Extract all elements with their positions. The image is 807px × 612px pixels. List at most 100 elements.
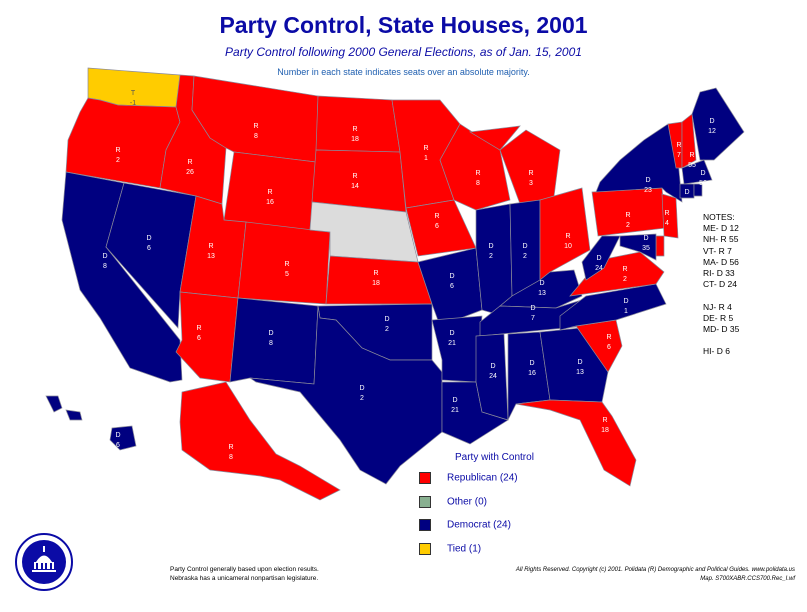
state-label-nd-seats: 18 bbox=[351, 136, 359, 143]
state-ri bbox=[693, 183, 703, 197]
state-tx bbox=[249, 305, 443, 485]
legend-item: Tied (1) bbox=[419, 543, 481, 555]
state-label-ca-seats: 8 bbox=[103, 263, 107, 270]
state-label-ar-party: D bbox=[449, 330, 454, 337]
state-label-sc-seats: 6 bbox=[607, 344, 611, 351]
note-line: MD- D 35 bbox=[703, 324, 740, 335]
state-label-ga-party: D bbox=[577, 359, 582, 366]
legend-title: Party with Control bbox=[455, 452, 534, 463]
state-label-wv-party: D bbox=[596, 255, 601, 262]
state-nc bbox=[559, 283, 667, 331]
state-label-oh-seats: 10 bbox=[564, 243, 572, 250]
state-label-ma-party: D bbox=[700, 170, 705, 177]
copyright-line: Map. S700XABR.CCS700.Rec_I.wf bbox=[700, 575, 795, 582]
note-line: DE- R 5 bbox=[703, 312, 734, 323]
state-label-ak-seats: 8 bbox=[229, 454, 233, 461]
state-ia bbox=[405, 199, 477, 257]
state-label-mn-party: R bbox=[423, 145, 428, 152]
state-label-ny-party: D bbox=[645, 177, 650, 184]
note-line: RI- D 33 bbox=[703, 268, 735, 279]
note-line: CT- D 24 bbox=[703, 279, 738, 290]
state-label-in-party: D bbox=[522, 243, 527, 250]
state-nv bbox=[105, 182, 197, 329]
state-label-il-party: D bbox=[488, 243, 493, 250]
state-label-ky-party: D bbox=[539, 280, 544, 287]
state-label-la-seats: 21 bbox=[451, 407, 459, 414]
legend-label: Democrat (24) bbox=[447, 519, 511, 531]
state-ky bbox=[499, 269, 583, 309]
state-nh bbox=[681, 113, 697, 169]
state-label-fl-seats: 18 bbox=[601, 427, 609, 434]
state-label-ct-party: D bbox=[684, 189, 689, 196]
footnote-line: Nebraska has a unicameral nonpartisan le… bbox=[170, 575, 319, 582]
state-label-ks-party: R bbox=[373, 270, 378, 277]
note-line bbox=[703, 290, 739, 301]
note-line: HI- D 6 bbox=[703, 346, 730, 357]
state-ct bbox=[679, 183, 695, 199]
state-label-az-party: R bbox=[196, 325, 201, 332]
state-label-or-party: R bbox=[115, 147, 120, 154]
state-wv bbox=[581, 235, 621, 281]
state-label-az-seats: 6 bbox=[197, 335, 201, 342]
state-sd bbox=[311, 149, 407, 213]
state-label-wi-seats: 8 bbox=[476, 180, 480, 187]
state-nm bbox=[229, 297, 319, 385]
state-label-or-seats: 2 bbox=[116, 157, 120, 164]
copyright-line: All Rights Reserved. Copyright (c) 2001.… bbox=[515, 567, 795, 573]
state-az bbox=[175, 291, 239, 383]
legend-swatch bbox=[419, 472, 431, 484]
footnote: Party Control generally based upon elect… bbox=[170, 565, 319, 583]
state-label-co-seats: 5 bbox=[285, 271, 289, 278]
state-label-nh-seats: 55 bbox=[688, 162, 696, 169]
notes-panel: NOTES: ME- D 12 NH- R 55 VT- R 7 MA- D 56 RI-… bbox=[703, 212, 739, 358]
state-label-ia-party: R bbox=[434, 213, 439, 220]
state-labels: T-1R2D8D6R26R8R16R13R6R5D8R18R14R18D2D2R… bbox=[102, 90, 716, 461]
state-shapes bbox=[45, 67, 745, 501]
state-me bbox=[691, 87, 745, 161]
state-label-vt-seats: 7 bbox=[677, 152, 681, 159]
state-label-ms-seats: 24 bbox=[489, 373, 497, 380]
map-subtitle: Party Control following 2000 General Ele… bbox=[225, 45, 582, 59]
state-label-oh-party: R bbox=[565, 233, 570, 240]
state-label-mt-party: R bbox=[253, 123, 258, 130]
state-label-md-seats: 35 bbox=[642, 245, 650, 252]
note-line: NJ- R 4 bbox=[703, 301, 732, 312]
state-label-mo-party: D bbox=[449, 273, 454, 280]
state-nd bbox=[315, 95, 401, 153]
state-hi bbox=[45, 395, 137, 451]
state-label-ks-seats: 18 bbox=[372, 280, 380, 287]
state-label-mi-party: R bbox=[528, 170, 533, 177]
copyright: All Rights Reserved. Copyright (c) 2001.… bbox=[516, 566, 795, 583]
state-label-ut-seats: 13 bbox=[207, 253, 215, 260]
state-label-wa-seats: -1 bbox=[130, 100, 136, 107]
state-label-id-seats: 26 bbox=[186, 169, 194, 176]
polidata-seal-logo bbox=[15, 533, 73, 591]
state-label-id-party: R bbox=[187, 159, 192, 166]
note-line bbox=[703, 335, 739, 346]
state-label-nc-seats: 1 bbox=[624, 308, 628, 315]
state-label-nv-seats: 6 bbox=[147, 245, 151, 252]
state-label-nd-party: R bbox=[352, 126, 357, 133]
legend-item: Democrat (24) bbox=[419, 519, 511, 531]
state-nj bbox=[661, 193, 679, 239]
state-label-hi-party: D bbox=[115, 432, 120, 439]
state-ma bbox=[681, 159, 713, 185]
state-label-mo-seats: 6 bbox=[450, 283, 454, 290]
state-label-me-seats: 12 bbox=[708, 128, 716, 135]
map-subtitle-note: Number in each state indicates seats ove… bbox=[277, 67, 530, 77]
state-oh bbox=[539, 187, 591, 281]
state-label-ct-seats: 24 bbox=[683, 199, 691, 206]
state-label-hi-seats: 6 bbox=[116, 442, 120, 449]
state-label-wy-seats: 16 bbox=[266, 199, 274, 206]
state-label-ut-party: R bbox=[208, 243, 213, 250]
legend-item: Republican (24) bbox=[419, 472, 518, 484]
state-label-tx-seats: 2 bbox=[360, 395, 364, 402]
state-label-va-party: R bbox=[622, 266, 627, 273]
state-label-wi-party: R bbox=[475, 170, 480, 177]
state-label-nc-party: D bbox=[623, 298, 628, 305]
state-label-ny-seats: 23 bbox=[644, 187, 652, 194]
map-title: Party Control, State Houses, 2001 bbox=[219, 12, 588, 38]
legend-swatch bbox=[419, 519, 431, 531]
state-label-wy-party: R bbox=[267, 189, 272, 196]
state-label-al-seats: 16 bbox=[528, 370, 536, 377]
